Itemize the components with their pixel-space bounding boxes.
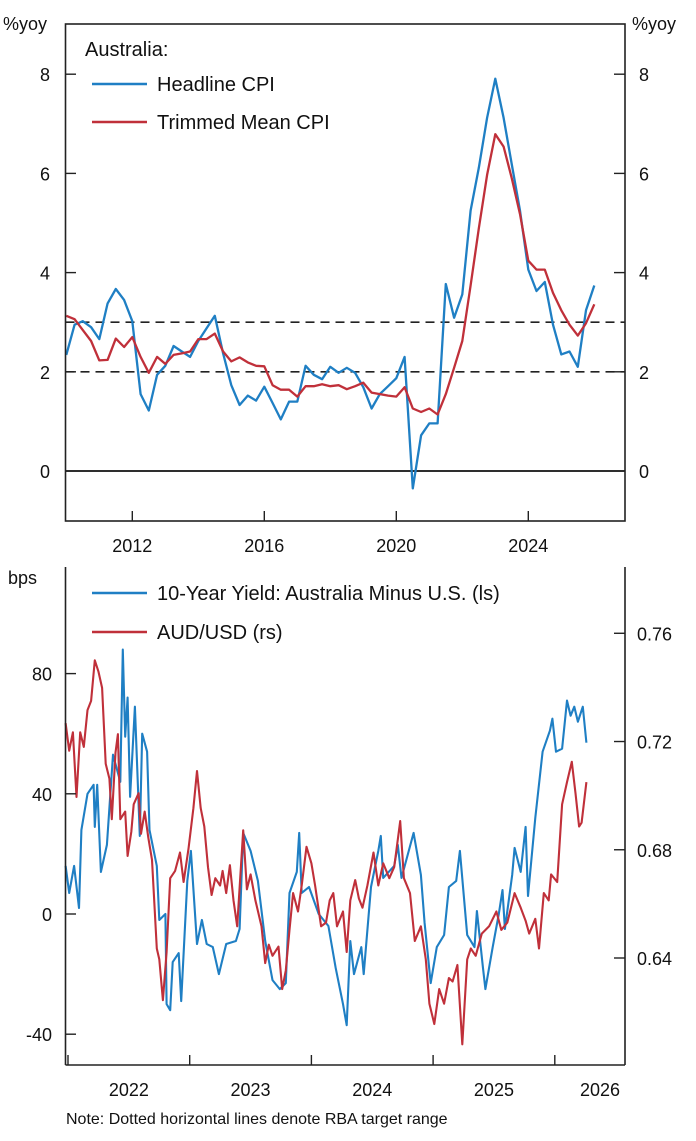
y-tick-label-left: -40: [26, 1025, 52, 1045]
y-tick-label-left: 0: [40, 462, 50, 482]
yield-spread-line: [64, 648, 588, 1027]
y-tick-label-left: 80: [32, 665, 52, 685]
y-tick-label-right: 0.72: [637, 733, 672, 753]
y-tick-label-left: 0: [42, 905, 52, 925]
y-tick-label-left: 8: [40, 65, 50, 85]
yield-fx-panel: bps -40 0 40 80 0.64 0.68 0.72 0.76 2022 2023 2024…: [8, 567, 672, 1100]
y-tick-label-right: 2: [639, 363, 649, 383]
headline-cpi-line: [65, 77, 596, 490]
y-tick-label-left: 6: [40, 164, 50, 184]
y-tick-label-left: 2: [40, 363, 50, 383]
x-tick-label: 2024: [352, 1080, 392, 1100]
cpi-panel: %yoy %yoy 0 0 2 2 4 4 6 6 8 8 2012 2016 2020 2024 Aus…: [3, 14, 676, 556]
y-tick-label-right: 0.68: [637, 841, 672, 861]
x-tick-label: 2023: [231, 1080, 271, 1100]
y-tick-label-right: 6: [639, 164, 649, 184]
y-tick-label-left: 40: [32, 785, 52, 805]
x-tick-label: 2016: [244, 536, 284, 556]
x-tick-label: 2022: [109, 1080, 149, 1100]
bottom-left-unit-label: bps: [8, 568, 37, 588]
legend-label-aud-usd: AUD/USD (rs): [157, 622, 283, 644]
trimmed-mean-cpi-line: [65, 133, 596, 416]
y-tick-label-right: 4: [639, 264, 649, 284]
top-right-unit-label: %yoy: [632, 14, 676, 34]
x-tick-label: 2026: [580, 1080, 620, 1100]
legend-label-headline-cpi: Headline CPI: [157, 74, 275, 96]
top-left-unit-label: %yoy: [3, 14, 47, 34]
top-legend-title: Australia:: [85, 39, 168, 61]
y-tick-label-left: 4: [40, 264, 50, 284]
y-tick-label-right: 0.76: [637, 624, 672, 644]
y-tick-label-right: 0: [639, 462, 649, 482]
y-tick-label-right: 8: [639, 65, 649, 85]
y-tick-label-right: 0.64: [637, 949, 672, 969]
x-tick-label: 2020: [376, 536, 416, 556]
top-plot-frame: [64, 23, 626, 522]
x-tick-label: 2012: [112, 536, 152, 556]
legend-label-yield-spread: 10-Year Yield: Australia Minus U.S. (ls): [157, 583, 500, 605]
x-tick-label: 2024: [508, 536, 548, 556]
footnote: Note: Dotted horizontal lines denote RBA…: [66, 1111, 448, 1128]
x-tick-label: 2025: [474, 1080, 514, 1100]
legend-label-trimmed-mean-cpi: Trimmed Mean CPI: [157, 112, 330, 134]
aud-usd-line: [64, 659, 588, 1046]
